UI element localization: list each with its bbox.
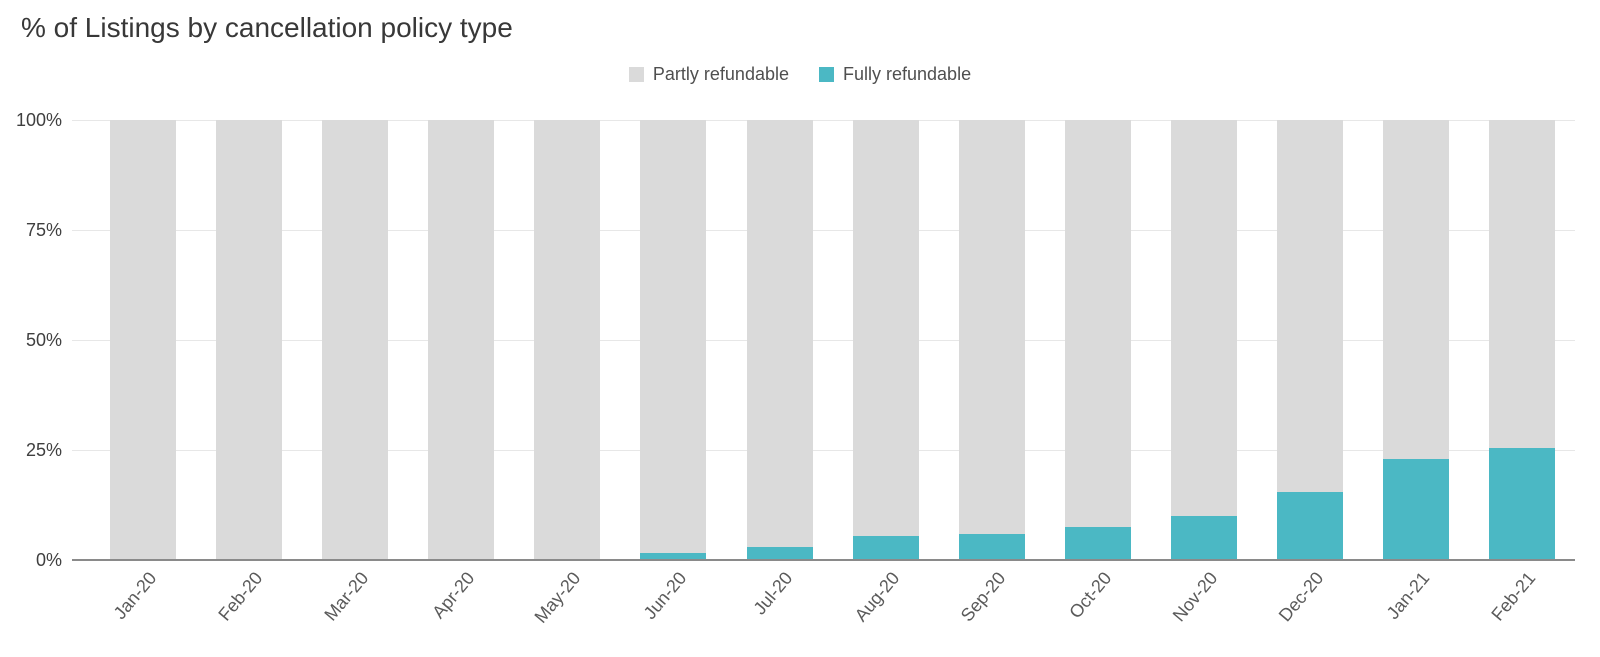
bar-slot bbox=[1257, 120, 1363, 560]
legend-item[interactable]: Fully refundable bbox=[819, 64, 971, 85]
bar-slot bbox=[90, 120, 196, 560]
bar-fill-fully-refundable[interactable] bbox=[852, 535, 919, 560]
bar-fill-fully-refundable[interactable] bbox=[1170, 516, 1237, 560]
x-axis-label: Feb-21 bbox=[1487, 568, 1540, 625]
legend-label: Partly refundable bbox=[652, 64, 789, 84]
x-axis-label: May-20 bbox=[530, 568, 585, 627]
bar-slot bbox=[514, 120, 620, 560]
bar-fill-fully-refundable[interactable] bbox=[1489, 447, 1556, 560]
bar-fill-fully-refundable[interactable] bbox=[1276, 491, 1343, 560]
bar-slot bbox=[1469, 120, 1575, 560]
gridline bbox=[72, 229, 1575, 231]
gridline bbox=[72, 449, 1575, 451]
x-axis-label: Mar-20 bbox=[320, 568, 373, 625]
plot-area bbox=[72, 119, 1575, 561]
legend-swatch-icon bbox=[819, 67, 834, 82]
bar-slot bbox=[1151, 120, 1257, 560]
legend-item[interactable]: Partly refundable bbox=[628, 64, 789, 85]
chart-title: % of Listings by cancellation policy typ… bbox=[21, 12, 513, 43]
x-axis-label: Feb-20 bbox=[214, 568, 267, 625]
bar-jan-21[interactable] bbox=[1382, 120, 1449, 560]
chart-legend: Partly refundable Fully refundable bbox=[0, 64, 1600, 85]
bar-slot bbox=[726, 120, 832, 560]
bar-apr-20[interactable] bbox=[428, 120, 495, 560]
x-axis-label: Nov-20 bbox=[1168, 568, 1222, 626]
bar-jan-20[interactable] bbox=[110, 120, 177, 560]
x-axis-line bbox=[72, 559, 1575, 561]
x-axis-label: Apr-20 bbox=[428, 568, 479, 623]
bar-fill-fully-refundable[interactable] bbox=[640, 553, 707, 560]
bar-mar-20[interactable] bbox=[322, 120, 389, 560]
bar-jun-20[interactable] bbox=[640, 120, 707, 560]
y-axis-label: 100% bbox=[15, 110, 62, 130]
bar-slot bbox=[1045, 120, 1151, 560]
bar-fill-fully-refundable[interactable] bbox=[958, 533, 1025, 560]
x-axis-label: Dec-20 bbox=[1274, 568, 1328, 626]
bar-sep-20[interactable] bbox=[958, 120, 1025, 560]
bar-slot bbox=[1363, 120, 1469, 560]
bar-slot bbox=[833, 120, 939, 560]
bar-slot bbox=[620, 120, 726, 560]
bar-feb-21[interactable] bbox=[1489, 120, 1556, 560]
y-axis-label: 50% bbox=[25, 330, 62, 350]
bar-aug-20[interactable] bbox=[852, 120, 919, 560]
bar-fill-fully-refundable[interactable] bbox=[1382, 458, 1449, 560]
bar-oct-20[interactable] bbox=[1064, 120, 1131, 560]
bar-slot bbox=[302, 120, 408, 560]
bar-slot bbox=[196, 120, 302, 560]
x-axis-label: Jan-21 bbox=[1382, 568, 1434, 624]
gridline bbox=[72, 119, 1575, 121]
x-axis-label: Sep-20 bbox=[956, 568, 1009, 626]
bar-series bbox=[90, 120, 1575, 560]
legend-swatch-icon bbox=[628, 67, 644, 82]
y-axis-label: 25% bbox=[25, 440, 62, 460]
bar-nov-20[interactable] bbox=[1170, 120, 1237, 560]
legend-label: Fully refundable bbox=[843, 64, 972, 84]
bar-may-20[interactable] bbox=[534, 120, 601, 560]
bar-slot bbox=[939, 120, 1045, 560]
bar-feb-20[interactable] bbox=[216, 120, 283, 560]
x-axis-label: Jan-20 bbox=[109, 568, 161, 624]
x-axis-label: Jul-20 bbox=[749, 568, 797, 619]
x-axis-label: Aug-20 bbox=[850, 568, 903, 626]
x-axis-label: Oct-20 bbox=[1064, 568, 1116, 623]
gridline bbox=[72, 339, 1575, 341]
bar-jul-20[interactable] bbox=[746, 120, 813, 560]
bar-fill-fully-refundable[interactable] bbox=[746, 546, 813, 560]
y-axis-label: 75% bbox=[25, 220, 62, 240]
y-axis-label: 0% bbox=[35, 550, 62, 570]
bar-fill-fully-refundable[interactable] bbox=[1064, 527, 1131, 560]
x-axis-label: Jun-20 bbox=[640, 568, 691, 624]
bar-dec-20[interactable] bbox=[1276, 120, 1343, 560]
bar-slot bbox=[408, 120, 514, 560]
